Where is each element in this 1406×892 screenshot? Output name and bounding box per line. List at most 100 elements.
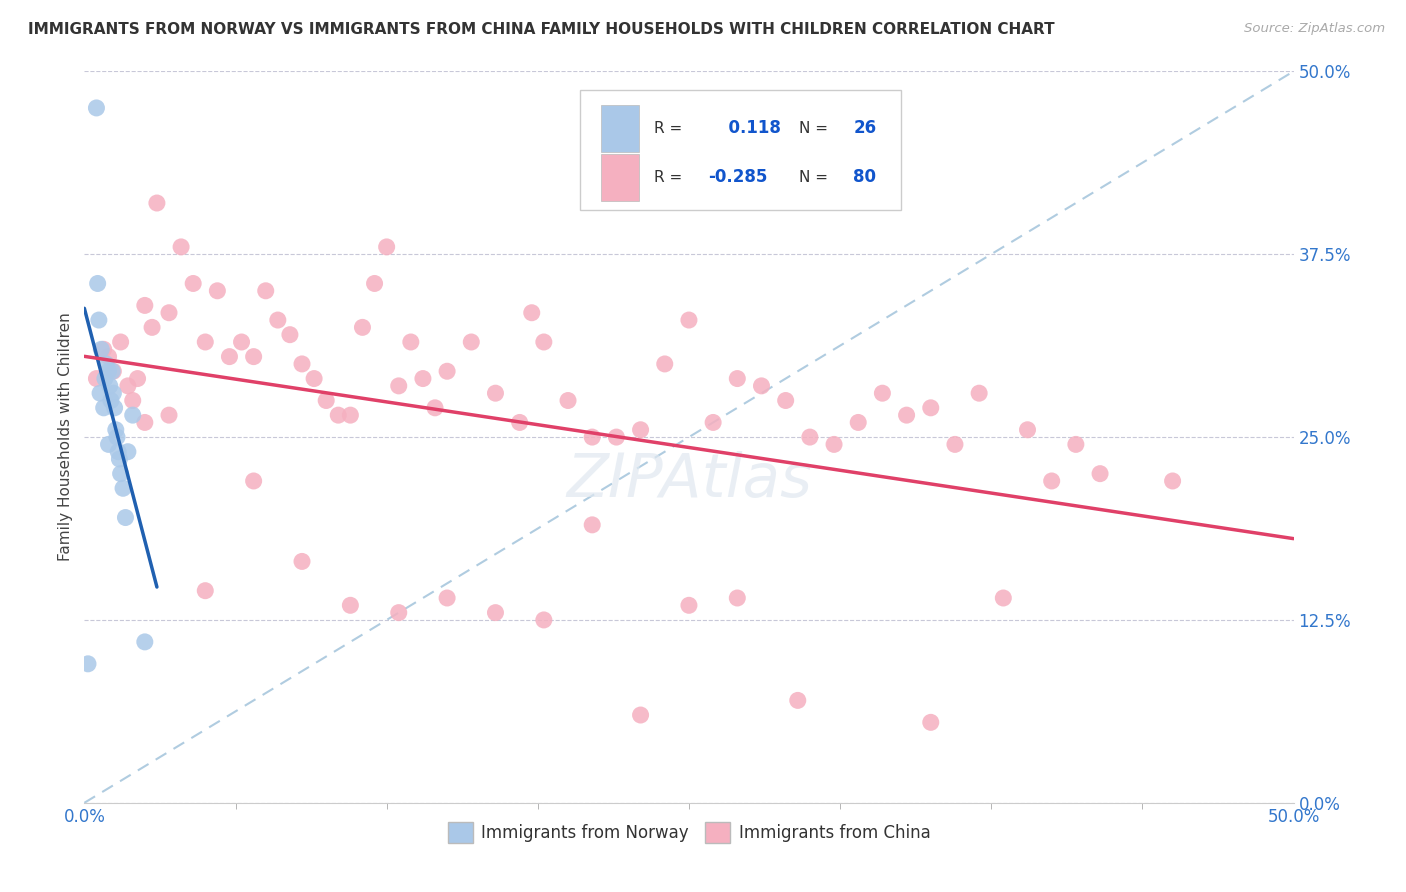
Point — [107, 444, 129, 458]
Point — [242, 350, 264, 364]
Point — [231, 334, 253, 349]
Point — [315, 393, 337, 408]
Point — [146, 196, 169, 211]
Text: R =: R = — [654, 169, 682, 185]
Point — [339, 599, 361, 613]
Point — [520, 306, 543, 320]
Text: IMMIGRANTS FROM NORWAY VS IMMIGRANTS FROM CHINA FAMILY HOUSEHOLDS WITH CHILDREN : IMMIGRANTS FROM NORWAY VS IMMIGRANTS FRO… — [28, 22, 1054, 37]
Point — [846, 416, 869, 430]
Point — [86, 277, 108, 291]
Point — [1017, 423, 1039, 437]
Point — [90, 343, 112, 357]
Point — [388, 379, 411, 393]
Point — [97, 437, 120, 451]
Point — [654, 357, 676, 371]
Point — [170, 240, 193, 254]
Text: N =: N = — [799, 121, 828, 136]
Point — [117, 444, 139, 458]
Point — [93, 343, 115, 357]
Point — [104, 401, 127, 415]
Point — [423, 401, 446, 415]
Point — [89, 386, 111, 401]
Point — [751, 379, 773, 393]
Point — [278, 327, 301, 342]
Point — [103, 364, 125, 378]
Point — [328, 408, 350, 422]
Point — [678, 313, 700, 327]
Point — [110, 334, 132, 349]
Point — [702, 416, 724, 430]
Point — [105, 430, 128, 444]
Text: N =: N = — [799, 169, 828, 185]
Text: R =: R = — [654, 121, 682, 136]
Point — [100, 393, 122, 408]
Text: 26: 26 — [853, 120, 876, 137]
Point — [725, 591, 748, 605]
Point — [920, 401, 942, 415]
Point — [207, 284, 229, 298]
Point — [97, 364, 120, 378]
Point — [484, 386, 506, 401]
Point — [581, 517, 603, 532]
Point — [823, 437, 845, 451]
Point — [993, 591, 1015, 605]
Point — [101, 364, 124, 378]
Point — [134, 635, 156, 649]
Point — [291, 357, 314, 371]
Point — [77, 657, 100, 671]
Point — [157, 306, 180, 320]
Point — [97, 350, 120, 364]
Point — [1064, 437, 1087, 451]
Point — [388, 606, 411, 620]
Legend: Immigrants from Norway, Immigrants from China: Immigrants from Norway, Immigrants from … — [441, 815, 936, 849]
Point — [533, 613, 555, 627]
Point — [967, 386, 990, 401]
Point — [87, 313, 110, 327]
Point — [799, 430, 821, 444]
Text: Source: ZipAtlas.com: Source: ZipAtlas.com — [1244, 22, 1385, 36]
Point — [412, 371, 434, 385]
Point — [104, 423, 127, 437]
Point — [267, 313, 290, 327]
Point — [242, 474, 264, 488]
Point — [254, 284, 277, 298]
Point — [108, 452, 131, 467]
Point — [112, 481, 135, 495]
Point — [581, 430, 603, 444]
Point — [786, 693, 808, 707]
Point — [460, 334, 482, 349]
Point — [194, 583, 217, 598]
Point — [157, 408, 180, 422]
Point — [218, 350, 240, 364]
Point — [114, 510, 136, 524]
Point — [194, 334, 217, 349]
Point — [94, 371, 117, 385]
Point — [1040, 474, 1063, 488]
FancyBboxPatch shape — [581, 90, 901, 211]
Point — [920, 715, 942, 730]
Point — [678, 599, 700, 613]
Point — [436, 364, 458, 378]
Text: ZIPAtlas: ZIPAtlas — [567, 451, 811, 510]
Point — [98, 379, 121, 393]
Point — [93, 401, 115, 415]
Point — [117, 379, 139, 393]
Point — [134, 298, 156, 312]
Y-axis label: Family Households with Children: Family Households with Children — [58, 313, 73, 561]
Point — [557, 393, 579, 408]
Text: -0.285: -0.285 — [709, 169, 768, 186]
Point — [436, 591, 458, 605]
Point — [399, 334, 422, 349]
Point — [363, 277, 385, 291]
FancyBboxPatch shape — [600, 104, 640, 153]
Point — [484, 606, 506, 620]
Point — [872, 386, 894, 401]
Text: 0.118: 0.118 — [717, 120, 780, 137]
Point — [375, 240, 398, 254]
Point — [533, 334, 555, 349]
Point — [134, 416, 156, 430]
Point — [181, 277, 204, 291]
Point — [110, 467, 132, 481]
Point — [605, 430, 627, 444]
FancyBboxPatch shape — [600, 153, 640, 202]
